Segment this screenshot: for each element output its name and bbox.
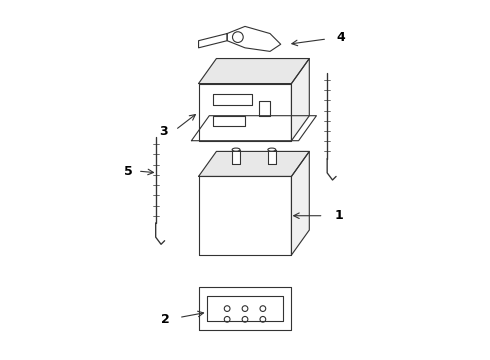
Polygon shape xyxy=(198,84,292,141)
Text: 5: 5 xyxy=(123,165,132,177)
Polygon shape xyxy=(259,102,270,116)
Polygon shape xyxy=(198,152,309,176)
Text: 1: 1 xyxy=(334,209,343,222)
Polygon shape xyxy=(227,26,281,51)
Polygon shape xyxy=(198,176,292,255)
Text: 3: 3 xyxy=(160,125,168,138)
Circle shape xyxy=(232,32,243,42)
Polygon shape xyxy=(213,94,252,105)
Polygon shape xyxy=(292,152,309,255)
Text: 2: 2 xyxy=(161,313,170,326)
Polygon shape xyxy=(213,116,245,126)
Polygon shape xyxy=(198,59,309,84)
Polygon shape xyxy=(268,150,276,164)
Text: 4: 4 xyxy=(336,31,345,44)
Polygon shape xyxy=(198,33,227,48)
Ellipse shape xyxy=(268,148,276,151)
Polygon shape xyxy=(292,59,309,141)
Polygon shape xyxy=(207,296,283,321)
Polygon shape xyxy=(232,150,240,164)
Ellipse shape xyxy=(232,148,240,151)
Polygon shape xyxy=(198,287,292,330)
